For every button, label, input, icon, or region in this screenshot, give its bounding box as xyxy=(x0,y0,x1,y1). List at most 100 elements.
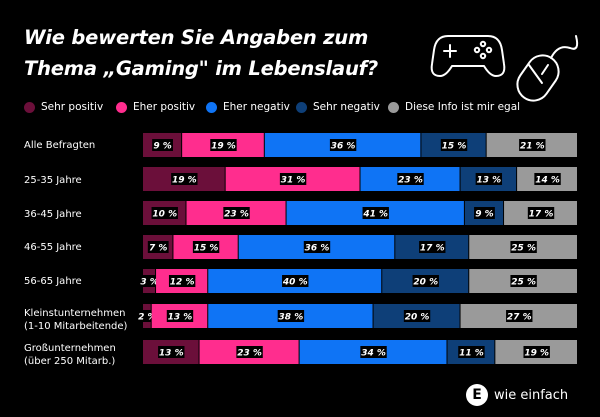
row-label: Großunternehmen (über 250 Mitarb.) xyxy=(24,342,116,368)
data-label-background xyxy=(475,173,503,185)
brand-logo-icon: E xyxy=(466,384,488,406)
data-label-background xyxy=(458,346,485,358)
data-label-background xyxy=(192,241,220,253)
legend-swatch xyxy=(388,101,399,113)
bar-segment xyxy=(143,269,156,293)
data-label: 15 % xyxy=(194,244,219,254)
data-label: 36 % xyxy=(305,244,330,254)
data-label: 13 % xyxy=(476,176,501,186)
bar-segment xyxy=(182,133,264,157)
data-label: 20 % xyxy=(413,278,438,288)
legend-item: Eher negativ xyxy=(206,101,290,113)
data-label-background xyxy=(136,310,158,322)
data-label: 9 % xyxy=(475,210,493,220)
data-label-background xyxy=(282,275,309,287)
bar-segment xyxy=(173,235,238,259)
bar-segment xyxy=(151,304,208,328)
brand-name: wie einfach xyxy=(494,387,569,403)
data-label-background xyxy=(277,310,305,322)
data-label: 3 % xyxy=(140,278,158,288)
bar-segment xyxy=(486,133,577,157)
bar-segment xyxy=(421,133,486,157)
row-label-line-2: (über 250 Mitarb.) xyxy=(24,356,116,367)
data-label: 38 % xyxy=(279,313,304,323)
bar-segment xyxy=(395,235,469,259)
data-label-background xyxy=(474,207,495,219)
bar-segment xyxy=(143,201,186,225)
data-label-background xyxy=(171,173,198,185)
row-label-line-1: Kleinstunternehmen xyxy=(24,308,126,319)
data-label: 14 % xyxy=(535,176,560,186)
data-label: 7 % xyxy=(149,244,167,254)
row-label-text: Alle Befragten xyxy=(24,140,96,151)
bar-segment xyxy=(464,201,504,225)
data-label: 10 % xyxy=(152,210,177,220)
data-label: 21 % xyxy=(520,142,545,152)
legend-swatch xyxy=(296,101,307,113)
data-label-background xyxy=(223,207,250,219)
data-label: 40 % xyxy=(282,278,308,288)
data-label-background xyxy=(152,139,173,151)
data-label-background xyxy=(534,173,561,185)
data-label: 36 % xyxy=(331,142,356,152)
data-label-background xyxy=(303,241,331,253)
row-label-line-1: Großunternehmen xyxy=(24,343,116,354)
gaming-icons xyxy=(430,35,579,102)
bar-segment xyxy=(238,235,395,259)
chart-title: Wie bewerten Sie Angaben zum Thema „Gami… xyxy=(24,22,424,84)
chart-title-line-2: Thema „Gaming" im Lebenslauf? xyxy=(24,57,379,80)
bar-segment xyxy=(504,201,577,225)
data-label: 19 % xyxy=(172,176,197,186)
data-label-background xyxy=(362,207,389,219)
bar-segment xyxy=(143,133,182,157)
data-label-background xyxy=(329,139,357,151)
bar-segment xyxy=(225,167,360,191)
legend-swatch xyxy=(116,101,127,113)
bar-segment xyxy=(208,304,373,328)
data-label-background xyxy=(158,346,185,358)
data-label-background xyxy=(236,346,263,358)
row-label-text: 25-35 Jahre xyxy=(24,175,82,186)
bar-segment xyxy=(469,235,577,259)
gamepad-icon xyxy=(430,35,506,77)
bar-segment xyxy=(382,269,469,293)
bar-segment xyxy=(143,167,225,191)
bar-segment xyxy=(264,133,421,157)
bar-segment xyxy=(286,201,464,225)
legend-label: Sehr negativ xyxy=(313,101,380,113)
data-label: 13 % xyxy=(159,349,184,359)
data-label: 13 % xyxy=(168,313,193,323)
bar-segment xyxy=(186,201,286,225)
legend-label: Eher positiv xyxy=(133,101,196,113)
bar-segment xyxy=(447,340,495,364)
data-label-background xyxy=(403,310,431,322)
row-label-text: 56-65 Jahre xyxy=(24,276,82,287)
bar-segment xyxy=(208,269,382,293)
data-label: 19 % xyxy=(524,349,549,359)
data-label: 20 % xyxy=(405,313,430,323)
data-label-background xyxy=(440,139,468,151)
legend-label: Eher negativ xyxy=(223,101,290,113)
legend-item: Sehr negativ xyxy=(296,101,380,113)
legend-label: Diese Info ist mir egal xyxy=(405,101,521,113)
computer-mouse-icon xyxy=(516,35,579,102)
data-label-background xyxy=(166,310,194,322)
data-label-background xyxy=(210,139,237,151)
data-label-background xyxy=(147,241,169,253)
bar-segment xyxy=(299,340,447,364)
bar-segment xyxy=(373,304,460,328)
legend-item: Eher positiv xyxy=(116,101,195,113)
data-label-background xyxy=(168,275,196,287)
data-label-background xyxy=(360,346,387,358)
row-label: Alle Befragten xyxy=(24,139,95,152)
data-label-background xyxy=(519,139,546,151)
data-label: 25 % xyxy=(511,244,536,254)
row-label: 46-55 Jahre xyxy=(24,241,82,254)
row-label: 56-65 Jahre xyxy=(24,275,82,288)
bar-segment xyxy=(143,235,173,259)
data-label-background xyxy=(523,346,550,358)
data-label: 17 % xyxy=(420,244,445,254)
bar-segment xyxy=(517,167,577,191)
data-label: 31 % xyxy=(281,176,306,186)
bar-segment xyxy=(460,167,517,191)
